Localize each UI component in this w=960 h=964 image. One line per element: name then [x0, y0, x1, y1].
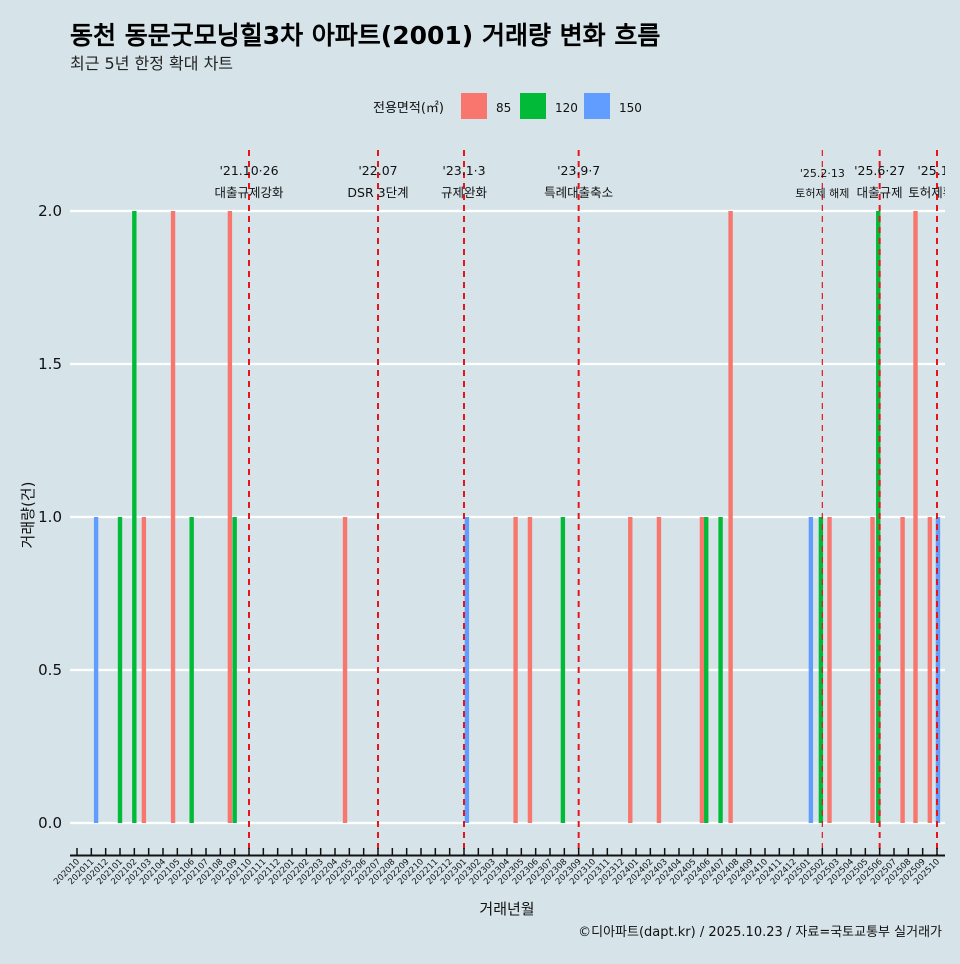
- bar-202505-85: [870, 517, 875, 823]
- event-date: '23.1·3: [442, 163, 485, 178]
- bar-202505-120: [876, 211, 881, 823]
- bar-202102-85: [141, 517, 147, 823]
- bar-202307-120: [560, 517, 566, 823]
- bar-202106-120: [189, 517, 194, 823]
- legend-label-85: 85: [496, 101, 511, 115]
- event-date: '23.9·7: [557, 163, 600, 178]
- bar-202406-120: [718, 517, 723, 823]
- y-tick-label: 0.0: [38, 814, 62, 832]
- caption: ©디아파트(dapt.kr) / 2025.10.23 / 자료=국토교통부 실…: [578, 925, 942, 940]
- legend: 전용면적(㎡) 85 120 150: [373, 93, 642, 119]
- y-axis: 0.0 0.5 1.0 1.5 2.0: [38, 202, 62, 832]
- event-date: '25.2·13: [800, 167, 845, 180]
- bar-202102-120: [132, 211, 137, 823]
- chart-subtitle: 최근 5년 한정 확대 차트: [70, 54, 233, 73]
- bar-202104-85: [170, 211, 176, 823]
- y-axis-label: 거래량(건): [19, 482, 37, 549]
- event-date: '22.07: [358, 163, 397, 178]
- bar-202304-85: [513, 517, 518, 823]
- bar-202402-85: [656, 517, 662, 823]
- legend-label-120: 120: [555, 101, 578, 115]
- legend-swatch-150: [584, 93, 610, 119]
- event-label: 토허제 해제: [795, 186, 849, 200]
- bar-202405-120: [704, 517, 709, 823]
- legend-swatch-120: [520, 93, 546, 119]
- event-label: DSR 3단계: [347, 185, 408, 200]
- y-tick-label: 1.5: [38, 355, 62, 373]
- bar-202305-85: [527, 517, 533, 823]
- bar-202109-120: [232, 517, 237, 823]
- bar-202301-150: [464, 517, 470, 823]
- bar-202509-85: [927, 517, 933, 823]
- event-label: 규제완화: [441, 185, 488, 200]
- y-tick-label: 2.0: [38, 202, 62, 220]
- event-label: 대출규제: [857, 185, 903, 200]
- event-label: 토허제확대: [908, 185, 960, 200]
- x-axis-label: 거래년월: [479, 900, 534, 918]
- chart-title: 동천 동문굿모닝힐3차 아파트(2001) 거래량 변화 흐름: [70, 21, 660, 50]
- event-label: 대출규제강화: [214, 185, 284, 200]
- legend-label-150: 150: [619, 101, 642, 115]
- bar-202405-85: [699, 517, 705, 823]
- bars: [93, 211, 941, 823]
- x-axis: 2020102020112020122021012021022021032021…: [52, 848, 945, 887]
- y-tick-label: 1.0: [38, 508, 62, 526]
- bar-202502-85: [827, 517, 832, 823]
- legend-swatch-85: [461, 93, 487, 119]
- bar-202501-150: [808, 517, 814, 823]
- bar-202108-85: [227, 211, 233, 823]
- event-lines: '21.10·26 대출규제강화 '22.07 DSR 3단계 '23.1·3 규제완화 '…: [214, 150, 960, 855]
- bar-202508-85: [913, 211, 918, 823]
- bar-202507-85: [900, 517, 905, 823]
- bar-202101-120: [117, 517, 123, 823]
- bar-202011-150: [93, 517, 99, 823]
- bar-202312-85: [628, 517, 633, 823]
- bar-202501-120: [818, 517, 824, 823]
- event-date: '25.6·27: [854, 163, 905, 178]
- bar-202204-85: [342, 517, 348, 823]
- event-label: 특례대출축소: [544, 185, 613, 200]
- event-date: '25.10: [917, 163, 956, 178]
- legend-title: 전용면적(㎡): [373, 101, 444, 116]
- bar-202407-85: [728, 211, 733, 823]
- grid: [70, 209, 945, 825]
- event-date: '21.10·26: [219, 163, 278, 178]
- y-tick-label: 0.5: [38, 661, 62, 679]
